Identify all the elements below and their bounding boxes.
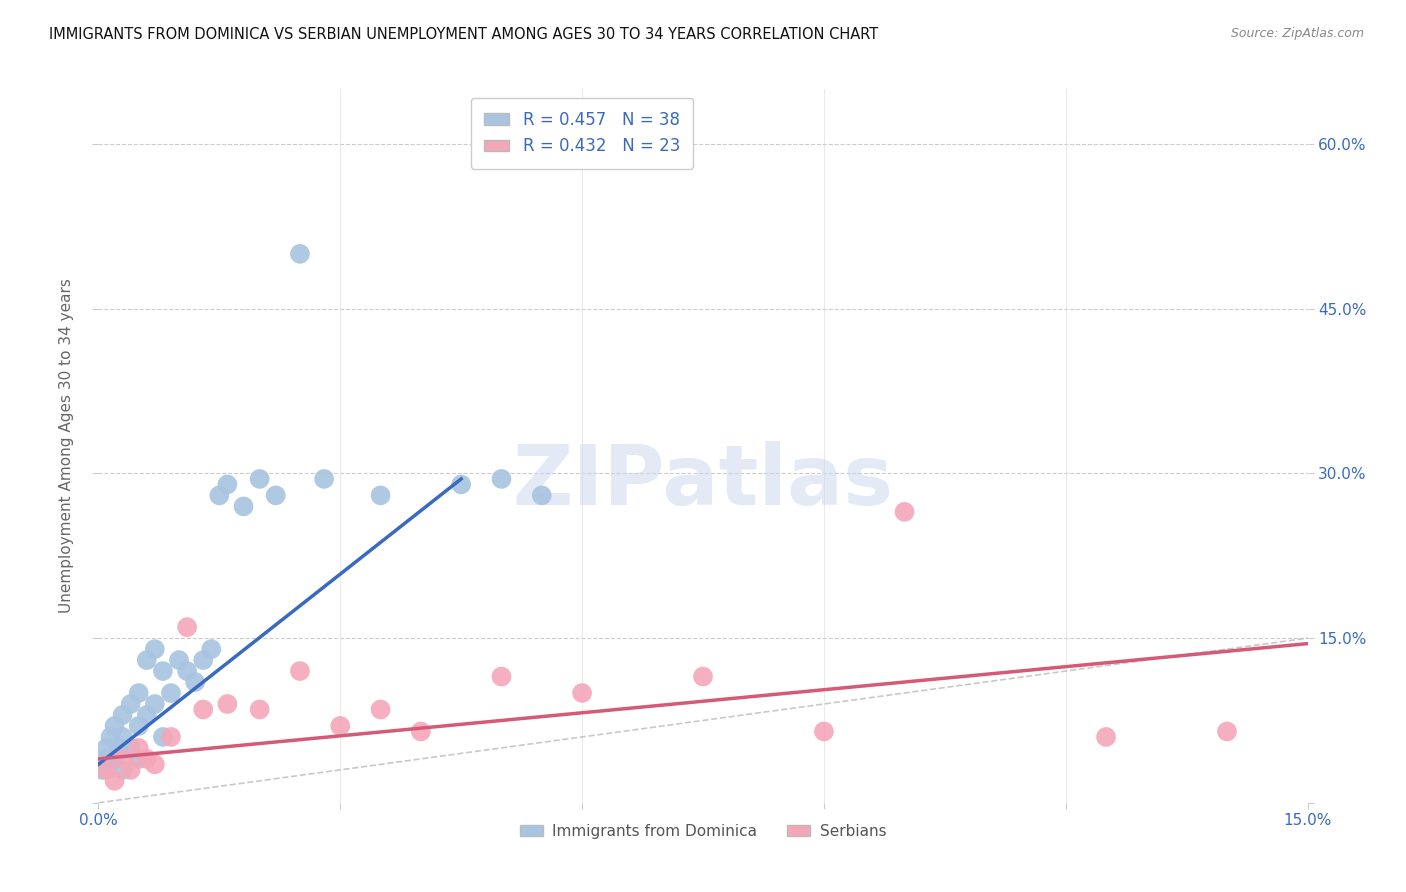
Point — [143, 697, 166, 711]
Point — [96, 740, 118, 755]
Point — [135, 752, 157, 766]
Point — [111, 708, 134, 723]
Point — [103, 773, 125, 788]
Point — [450, 477, 472, 491]
Point — [103, 752, 125, 766]
Point — [111, 730, 134, 744]
Point — [249, 702, 271, 716]
Point — [176, 620, 198, 634]
Point — [370, 488, 392, 502]
Point — [152, 730, 174, 744]
Point — [314, 472, 336, 486]
Point — [135, 653, 157, 667]
Point — [128, 752, 150, 766]
Point — [1095, 730, 1118, 744]
Point — [1216, 724, 1239, 739]
Point — [409, 724, 432, 739]
Point — [96, 763, 118, 777]
Point — [91, 763, 114, 777]
Point — [96, 752, 118, 766]
Point — [120, 763, 142, 777]
Point — [143, 642, 166, 657]
Point — [193, 653, 215, 667]
Point — [813, 724, 835, 739]
Point — [176, 664, 198, 678]
Point — [128, 740, 150, 755]
Point — [193, 702, 215, 716]
Text: Source: ZipAtlas.com: Source: ZipAtlas.com — [1230, 27, 1364, 40]
Point — [264, 488, 287, 502]
Point — [288, 664, 311, 678]
Legend: Immigrants from Dominica, Serbians: Immigrants from Dominica, Serbians — [513, 818, 893, 845]
Point — [120, 697, 142, 711]
Point — [184, 675, 207, 690]
Point — [217, 477, 239, 491]
Point — [135, 708, 157, 723]
Point — [329, 719, 352, 733]
Point — [571, 686, 593, 700]
Point — [103, 719, 125, 733]
Point — [111, 763, 134, 777]
Point — [491, 669, 513, 683]
Point — [249, 472, 271, 486]
Point — [143, 757, 166, 772]
Point — [530, 488, 553, 502]
Point — [120, 740, 142, 755]
Point — [160, 730, 183, 744]
Point — [111, 752, 134, 766]
Point — [128, 686, 150, 700]
Point — [288, 247, 311, 261]
Point — [893, 505, 915, 519]
Text: IMMIGRANTS FROM DOMINICA VS SERBIAN UNEMPLOYMENT AMONG AGES 30 TO 34 YEARS CORRE: IMMIGRANTS FROM DOMINICA VS SERBIAN UNEM… — [49, 27, 879, 42]
Point — [128, 719, 150, 733]
Point — [107, 740, 129, 755]
Point — [160, 686, 183, 700]
Point — [152, 664, 174, 678]
Point — [217, 697, 239, 711]
Point — [208, 488, 231, 502]
Point — [200, 642, 222, 657]
Y-axis label: Unemployment Among Ages 30 to 34 years: Unemployment Among Ages 30 to 34 years — [59, 278, 75, 614]
Point — [100, 730, 122, 744]
Point — [692, 669, 714, 683]
Point — [491, 472, 513, 486]
Point — [370, 702, 392, 716]
Text: ZIPatlas: ZIPatlas — [513, 442, 893, 522]
Point — [167, 653, 190, 667]
Point — [232, 500, 254, 514]
